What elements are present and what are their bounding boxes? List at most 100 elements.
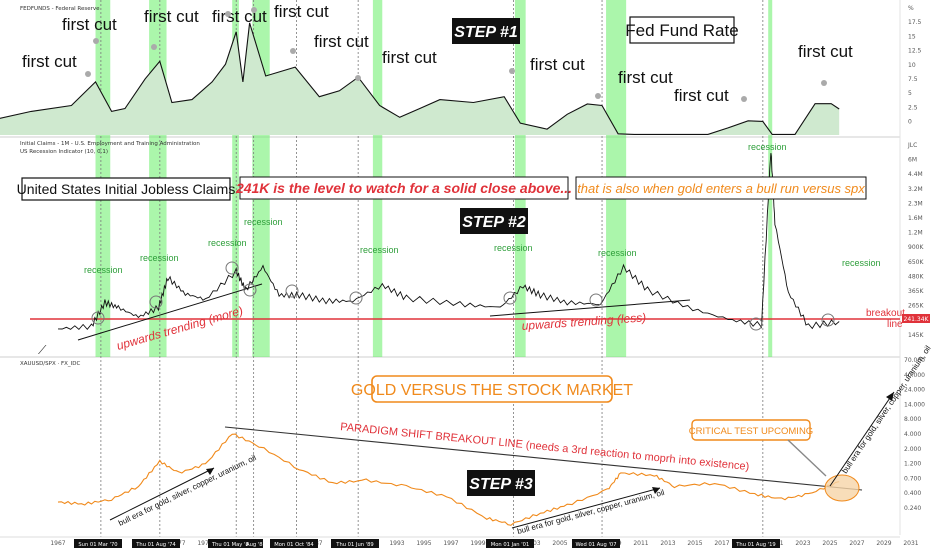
x-axis-date-label: Thu 01 May '80: [211, 542, 252, 548]
first-cut-arrow-icon: [595, 93, 601, 99]
breakout-label-2: line: [887, 319, 903, 330]
fed-axis-label: 12.5: [908, 48, 922, 55]
fed-axis-label: 10: [908, 62, 916, 69]
gold-axis-label: 2.000: [904, 446, 921, 453]
tv-logo-icon: ⟋: [38, 343, 47, 357]
claims-axis-label: 1.2M: [908, 230, 923, 237]
critical-highlight: [824, 474, 860, 502]
fed-axis-label: 5: [908, 90, 912, 97]
breakout-label-1: breakout: [866, 308, 905, 319]
recession-label: recession: [842, 258, 881, 268]
x-axis-date-tag: [249, 539, 263, 548]
reaction-circle: [589, 293, 603, 307]
fed-axis-label: 0: [908, 119, 912, 126]
x-axis-year: 1997: [443, 540, 458, 547]
gold-axis-label: 8.000: [904, 416, 921, 423]
x-axis-year: 2031: [903, 540, 918, 547]
x-axis-year: 2023: [795, 540, 810, 547]
fed-axis-label: 7.5: [908, 76, 918, 83]
recession-label: recession: [748, 142, 787, 152]
x-axis-year: 1993: [389, 540, 404, 547]
recession-label: recession: [360, 245, 399, 255]
first-cut-label: first cut: [22, 52, 77, 71]
fed-axis-label: 17.5: [908, 19, 922, 26]
first-cut-label: first cut: [314, 32, 369, 51]
first-cut-arrow-icon: [93, 38, 99, 44]
first-cut-label: first cut: [382, 48, 437, 67]
claims-axis-labels: JLC 6M 4.4M 3.2M 2.3M 1.6M 1.2M 900K 650K 480K 365…: [907, 142, 924, 339]
recession-label: recession: [598, 248, 637, 258]
claims-headline-orange: that is also when gold enters a bull run…: [577, 181, 865, 196]
gold-axis-label: 1.200: [904, 461, 921, 468]
x-axis-date-label: Thu 01 Aug '74: [135, 542, 176, 548]
claims-axis-label: 650K: [908, 259, 924, 266]
gold-axis-label: 0.700: [904, 475, 921, 482]
reaction-circle: [225, 261, 239, 275]
reaction-circle: [349, 291, 363, 305]
breakout-value: 241.34K: [904, 316, 930, 323]
gold-line: [57, 433, 840, 526]
first-cut-annotations: first cut first cut first cut first cut firs…: [22, 2, 853, 105]
fed-step: STEP #1: [454, 24, 518, 41]
claims-title: United States Initial Jobless Claims: [17, 181, 236, 197]
gold-title-box: GOLD VERSUS THE STOCK MARKET: [351, 375, 633, 403]
first-cut-arrow-icon: [225, 11, 231, 17]
claims-axis-label: 1.6M: [908, 215, 923, 222]
paradigm-line: [224, 426, 863, 491]
fed-line: [0, 22, 840, 135]
gold-step-badge: STEP #3: [467, 470, 535, 496]
first-cut-arrow-icon: [821, 80, 827, 86]
claims-title-box: United States Initial Jobless Claims: [17, 177, 236, 201]
x-axis-year: 2025: [822, 540, 837, 547]
fed-title-box: Fed Fund Rate: [625, 16, 739, 44]
x-axis: 1967197119771979198719931995199719992003…: [0, 536, 919, 548]
claims-line: [57, 153, 840, 331]
claims-headline-orange-box: that is also when gold enters a bull run…: [575, 176, 867, 200]
x-axis-date-tag: [732, 539, 780, 548]
fed-axis-labels: % 17.5 15 12.5 10 7.5 5 2.5 0: [908, 5, 922, 126]
x-axis-year: 2011: [633, 540, 648, 547]
first-cut-arrow-icon: [741, 96, 747, 102]
critical-label: CRITICAL TEST UPCOMING: [689, 426, 813, 437]
reaction-circle: [285, 284, 299, 298]
critical-arrow: [787, 439, 827, 477]
x-axis-date-label: Mon 01 Oct '84: [274, 542, 314, 548]
claims-axis-label: JLC: [907, 142, 917, 149]
claims-axis-label: 365K: [908, 288, 924, 295]
x-axis-year: 1967: [50, 540, 65, 547]
fed-step-badge: STEP #1: [452, 18, 520, 44]
claims-symbol-label: Initial Claims - 1M - U.S. Employment an…: [20, 141, 200, 147]
reaction-circle: [91, 311, 105, 325]
gold-axis-label: 40.000: [904, 372, 925, 379]
x-axis-date-label: Sun 01 Mar '70: [78, 542, 117, 548]
x-axis-date-tag: [132, 539, 180, 548]
gold-axis-label: 14.000: [904, 401, 925, 408]
x-axis-date-tag: [208, 539, 256, 548]
trend-more-label: upwards trending (more): [115, 303, 245, 352]
claims-headline-red: 241K is the level to watch for a solid c…: [235, 180, 572, 196]
fed-axis-label: 15: [908, 33, 916, 40]
first-cut-label: first cut: [212, 7, 267, 26]
recession-labels: recession recession recession recession rece…: [84, 142, 881, 275]
x-axis-date-tag: [270, 539, 318, 548]
first-cut-arrow-icon: [251, 7, 257, 13]
gold-axis-label: 0.240: [904, 505, 921, 512]
x-axis-date-label: Thu 01 Jun '89: [335, 542, 373, 548]
fed-area: [0, 22, 840, 135]
fed-axis-label: %: [908, 5, 914, 12]
claims-axis-label: 900K: [908, 244, 924, 251]
gold-symbol-label: XAUUSD/SPX · FX_IDC: [20, 361, 81, 367]
claims-axis-label: 145K: [908, 332, 924, 339]
x-axis-year: 2005: [552, 540, 567, 547]
first-cut-label: first cut: [144, 7, 199, 26]
trend-line-less: [489, 299, 691, 317]
bull-era-left: bull era for gold, silver, copper, urani…: [109, 453, 258, 528]
x-axis-year: 2013: [660, 540, 675, 547]
first-cut-label: first cut: [62, 15, 117, 34]
bull-era-right-label: bull era for gold, silver, copper, urani…: [840, 344, 932, 475]
recession-label: recession: [208, 238, 247, 248]
recession-label: recession: [494, 243, 533, 253]
x-axis-date-label: Thu 01 Aug '19: [735, 542, 775, 548]
reaction-circles: [91, 261, 835, 331]
